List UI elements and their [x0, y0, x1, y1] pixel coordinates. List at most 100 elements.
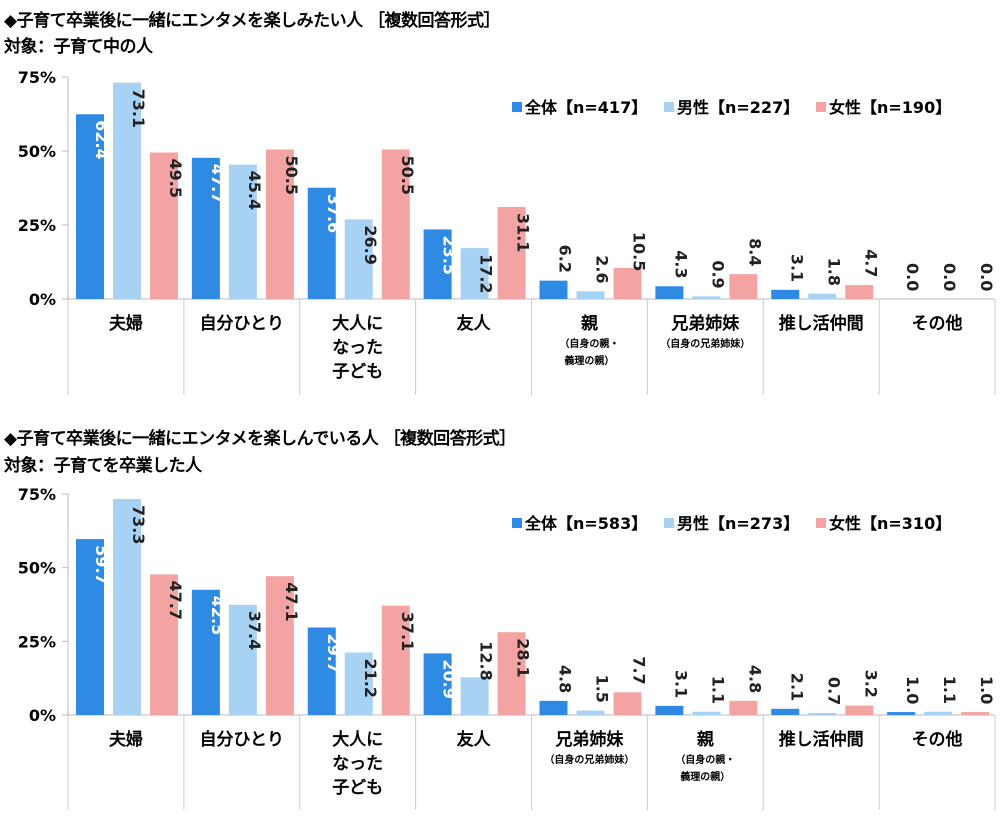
bar: [76, 114, 104, 300]
data-label: 3.1: [671, 670, 690, 698]
data-label: 1.8: [824, 258, 843, 286]
bar: [76, 539, 104, 715]
bar: [924, 711, 953, 715]
data-label: 37.4: [245, 611, 264, 650]
category-label: 夫婦: [109, 313, 143, 334]
bar: [771, 289, 800, 299]
bar: [113, 82, 141, 300]
bar: [808, 293, 837, 299]
category-label: 自分ひとり: [200, 729, 285, 750]
data-label: 4.8: [745, 665, 764, 693]
data-label: 47.7: [208, 164, 227, 203]
bar: [191, 157, 220, 299]
y-tick-label: 75%: [18, 68, 56, 87]
legend-label: 全体【n=417】: [524, 98, 647, 117]
legend-swatch: [512, 518, 522, 528]
legend-label: 全体【n=583】: [524, 514, 647, 533]
data-label: 28.1: [514, 638, 533, 677]
category-sublabel: （自身の兄弟姉妹）: [660, 337, 750, 350]
bar: [845, 285, 874, 299]
data-label: 21.2: [361, 659, 380, 698]
data-label: 1.5: [593, 675, 612, 703]
data-label: 62.4: [92, 120, 111, 159]
data-label: 4.8: [556, 665, 575, 693]
data-label: 47.1: [282, 582, 301, 621]
bar: [655, 705, 684, 715]
data-label: 73.1: [129, 89, 148, 128]
data-label: 31.1: [514, 213, 533, 252]
data-label: 0.0: [977, 263, 996, 291]
bar: [228, 164, 257, 299]
bar: [887, 712, 916, 715]
data-label: 37.6: [324, 194, 343, 233]
bar: [113, 499, 141, 715]
data-label: 49.5: [166, 158, 185, 197]
bar: [729, 700, 758, 715]
bar: [613, 267, 642, 299]
y-tick-label: 50%: [18, 559, 56, 578]
bar: [265, 149, 294, 299]
data-label: 42.5: [208, 596, 227, 635]
data-label: 47.7: [166, 580, 185, 619]
bar: [150, 574, 178, 715]
category-label: 友人: [457, 729, 492, 750]
data-label: 7.7: [630, 656, 649, 684]
bar: [307, 627, 336, 715]
legend-swatch: [664, 518, 674, 528]
bar: [576, 291, 605, 299]
chart2-subtitle: 対象：子育てを卒業した人: [4, 456, 202, 476]
bar: [344, 652, 373, 715]
data-label: 20.9: [440, 659, 459, 698]
category-label: 親: [581, 313, 598, 334]
legend-swatch: [664, 102, 674, 112]
data-label: 12.8: [477, 641, 496, 680]
legend-swatch: [816, 102, 826, 112]
category-label: 子ども: [332, 362, 383, 382]
data-label: 0.0: [903, 263, 922, 291]
category-label: 推し活仲間: [779, 729, 864, 750]
data-label: 17.2: [477, 254, 496, 293]
data-label: 6.2: [556, 245, 575, 273]
bar: [497, 206, 526, 299]
category-label: 親: [697, 729, 714, 750]
chart1-title: ◆子育て卒業後に一緒にエンタメを楽しみたい人 ［複数回答形式］: [4, 11, 500, 31]
data-label: 50.5: [282, 156, 301, 195]
data-label: 1.1: [940, 676, 959, 704]
data-label: 8.4: [745, 238, 764, 266]
data-label: 3.1: [787, 254, 806, 282]
data-label: 1.1: [708, 676, 727, 704]
bar: [808, 712, 837, 715]
category-label: 大人に: [332, 729, 383, 750]
bar: [655, 286, 684, 299]
category-sublabel: 義理の親）: [564, 354, 614, 367]
data-label: 23.5: [440, 235, 459, 274]
data-label: 4.7: [861, 249, 880, 277]
chart1-subtitle: 対象：子育て中の人: [4, 37, 153, 57]
bar: [460, 677, 489, 715]
bar: [845, 705, 874, 715]
bar: [497, 632, 526, 715]
data-label: 29.7: [324, 633, 343, 672]
bar: [576, 710, 605, 715]
category-sublabel: （自身の親・: [559, 337, 619, 350]
legend-label: 女性【n=190】: [829, 98, 951, 117]
legend-label: 男性【n=273】: [677, 514, 799, 533]
legend-swatch: [816, 518, 826, 528]
y-tick-label: 0%: [29, 706, 56, 725]
chart2-title: ◆子育て卒業後に一緒にエンタメを楽しんでいる人 ［複数回答形式］: [4, 429, 516, 449]
data-label: 4.3: [671, 250, 690, 278]
category-sublabel: （自身の親・: [675, 753, 735, 766]
data-label: 2.6: [593, 255, 612, 283]
y-tick-label: 75%: [18, 485, 56, 504]
category-label: 大人に: [332, 313, 383, 334]
bar: [613, 692, 642, 715]
data-label: 50.5: [398, 156, 417, 195]
y-tick-label: 25%: [18, 632, 56, 651]
category-label: 推し活仲間: [779, 313, 864, 334]
category-label: 兄弟姉妹: [670, 313, 740, 334]
legend-label: 男性【n=227】: [677, 98, 799, 117]
data-label: 1.0: [977, 676, 996, 704]
bar: [344, 219, 373, 299]
category-label: その他: [912, 729, 963, 750]
